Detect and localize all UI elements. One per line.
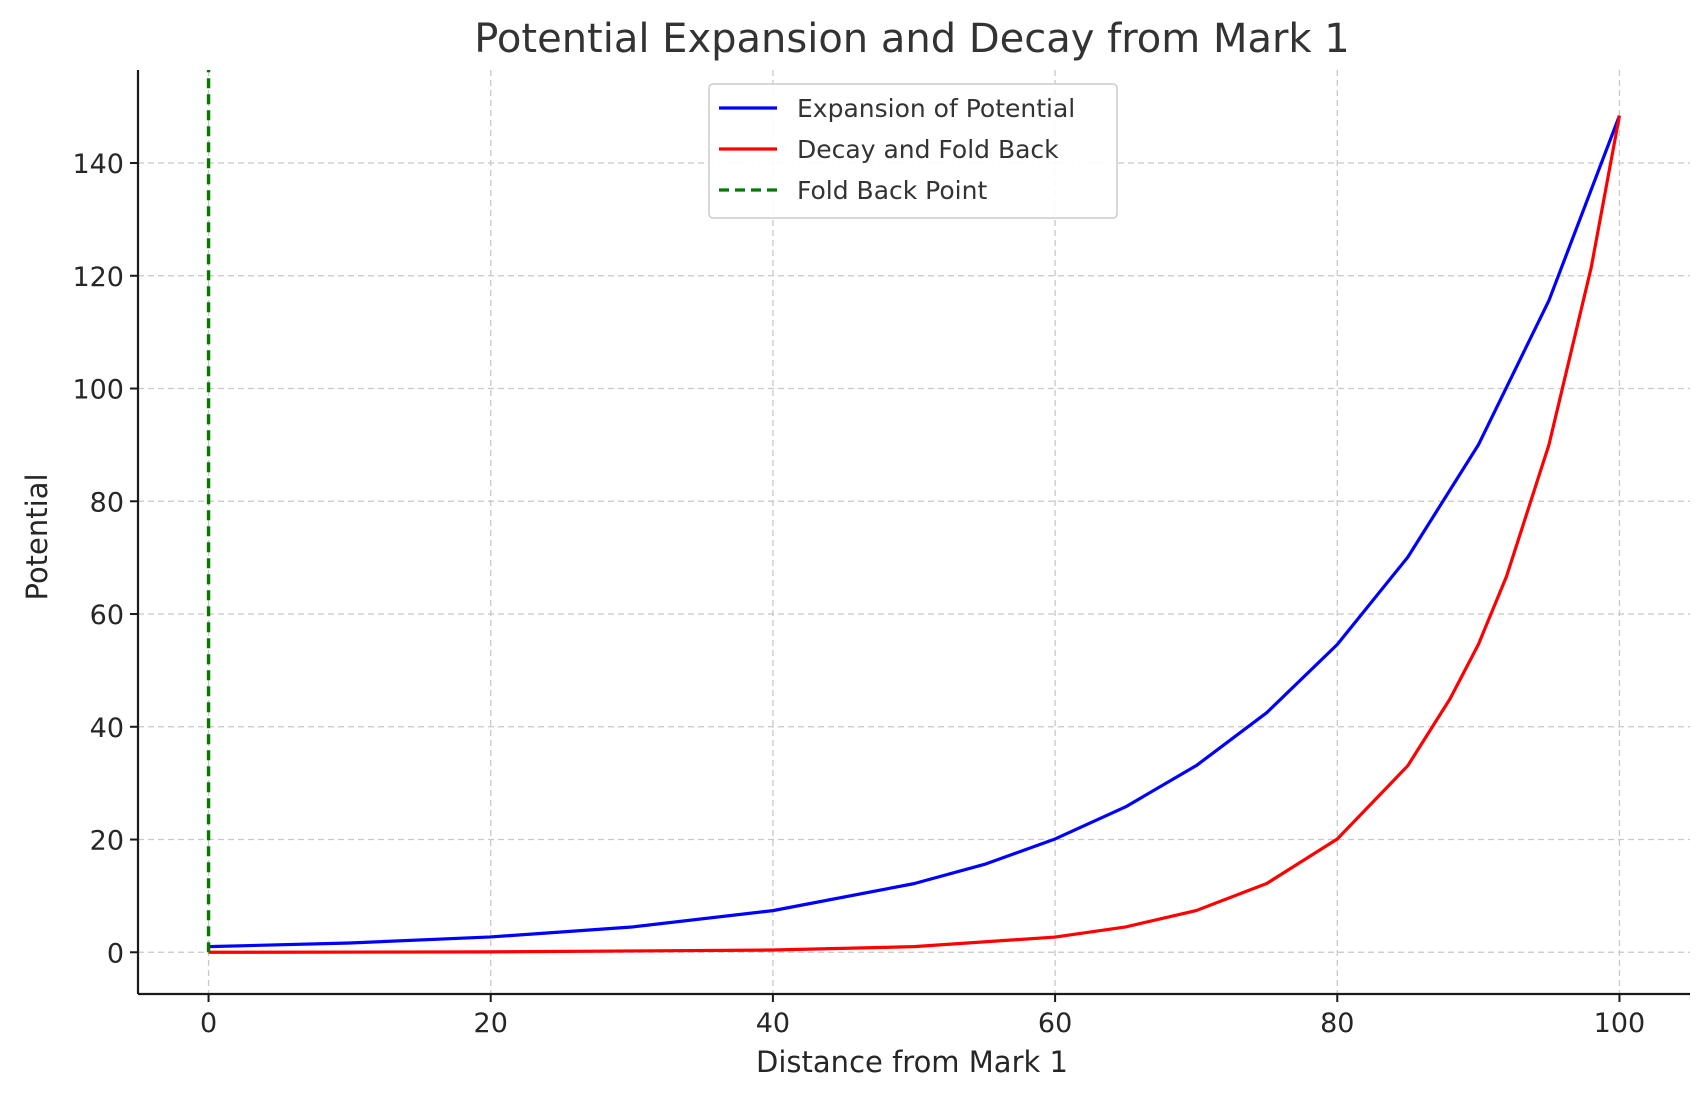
y-tick-label: 0 [107, 938, 124, 969]
x-tick-label: 0 [200, 1008, 217, 1039]
x-tick-label: 80 [1320, 1008, 1354, 1039]
x-tick-label: 20 [474, 1008, 508, 1039]
y-tick-label: 80 [90, 487, 124, 518]
y-tick-label: 140 [72, 149, 124, 180]
y-axis-label: Potential [20, 473, 54, 600]
series-line-2 [208, 115, 1622, 954]
legend-label: Decay and Fold Back [797, 135, 1059, 164]
legend-label: Fold Back Point [797, 176, 987, 205]
series-line-1 [208, 115, 1621, 949]
y-tick-label: 100 [72, 375, 124, 406]
series-layer [206, 70, 1622, 954]
x-tick-label: 60 [1038, 1008, 1072, 1039]
axes-layer: 0 20 40 60 80 100 0 20 40 60 80 100 120 140 [72, 70, 1690, 1039]
y-tick-label: 60 [90, 600, 124, 631]
x-tick-label: 100 [1594, 1008, 1646, 1039]
legend: Expansion of Potential Decay and Fold Bac… [708, 83, 1118, 219]
y-tick-label: 20 [90, 826, 124, 857]
x-tick-label: 40 [756, 1008, 790, 1039]
legend-label: Expansion of Potential [797, 94, 1075, 123]
y-tick-label: 40 [90, 713, 124, 744]
chart-title: Potential Expansion and Decay from Mark … [474, 16, 1350, 62]
y-tick-label: 120 [72, 262, 124, 293]
x-axis-label: Distance from Mark 1 [756, 1045, 1068, 1079]
legend-box [708, 83, 1118, 219]
